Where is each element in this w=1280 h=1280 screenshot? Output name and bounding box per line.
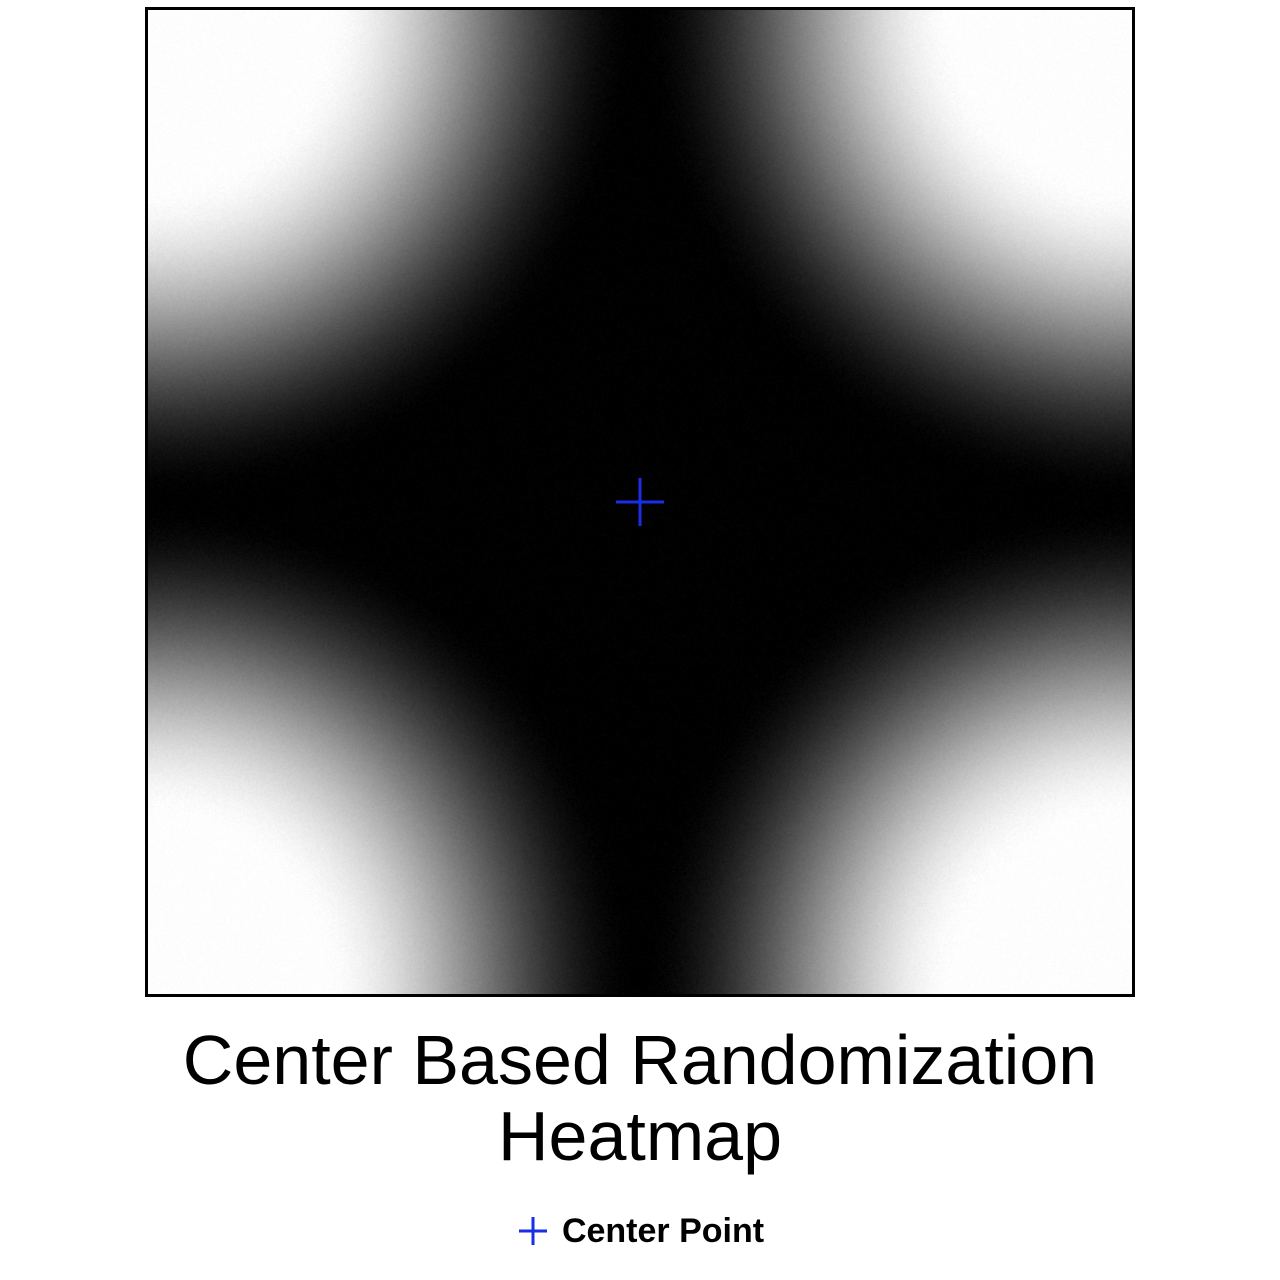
legend: Center Point: [0, 1208, 1280, 1254]
heatmap-image: [148, 10, 1132, 994]
heatmap-plot-area: [145, 7, 1135, 997]
chart-title-line-1: Center Based Randomization: [0, 1022, 1280, 1098]
chart-title: Center Based Randomization Heatmap: [0, 1022, 1280, 1174]
legend-label-center-point: Center Point: [562, 1211, 764, 1251]
chart-title-line-2: Heatmap: [0, 1098, 1280, 1174]
legend-plus-icon: [516, 1214, 550, 1248]
